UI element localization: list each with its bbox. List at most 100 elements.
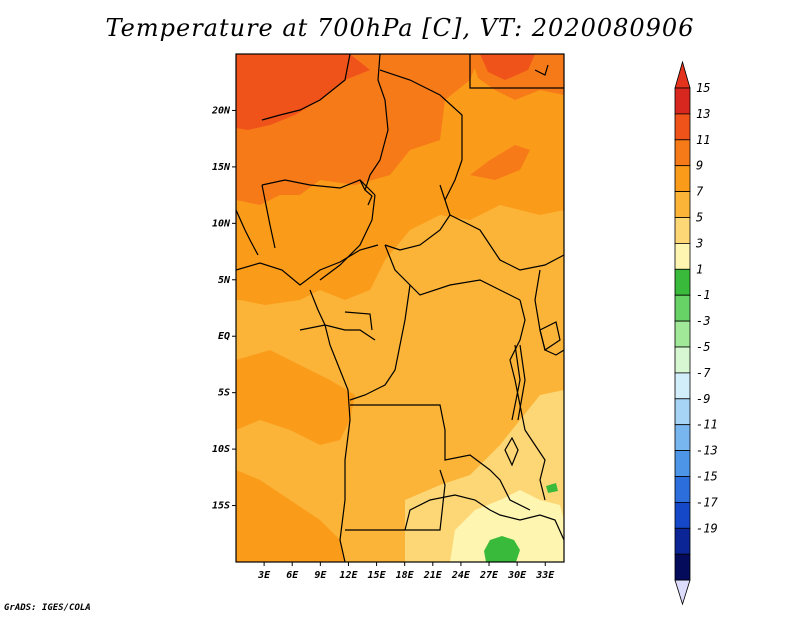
field-9-11-west — [236, 350, 355, 445]
x-tick-label: 15E — [368, 570, 387, 581]
lake-tanganyika-west — [511, 344, 521, 421]
legend-swatch — [674, 476, 691, 503]
x-tick-label: 21E — [423, 570, 443, 581]
border-malawi — [524, 429, 546, 501]
legend-swatch — [674, 398, 691, 426]
grads-credit: GrADS: IGES/COLA — [4, 603, 91, 613]
lake-chad — [359, 179, 373, 206]
x-tick-label: 9E — [314, 570, 327, 581]
legend-label: -1 — [696, 288, 710, 302]
legend-label: 9 — [696, 159, 703, 173]
legend-label: -11 — [696, 418, 718, 432]
border-zambia — [404, 494, 521, 531]
x-tick-label: 12E — [339, 570, 358, 581]
border-nigeria-cameroon — [319, 194, 376, 281]
legend-label: -15 — [696, 470, 718, 484]
legend-label: -9 — [696, 392, 710, 406]
legend-swatch — [674, 372, 691, 400]
legend-label: 1 — [696, 262, 703, 276]
legend-swatch — [674, 268, 691, 296]
nile-delta-coast — [534, 64, 549, 76]
legend-swatch — [674, 450, 691, 477]
legend-swatch — [674, 191, 691, 218]
x-tick-label: 27E — [479, 570, 499, 581]
legend-swatch — [674, 165, 691, 192]
border-chad-sudan — [444, 159, 463, 201]
border-ghana — [261, 184, 276, 249]
legend-label: -5 — [696, 340, 710, 354]
y-tick-label: 20N — [211, 105, 231, 116]
border-niger-nigeria — [261, 179, 376, 196]
west-africa-coast — [236, 244, 379, 286]
legend-swatch — [674, 527, 691, 555]
legend-swatch — [674, 320, 691, 348]
border-niger-libya — [364, 54, 389, 191]
border-egypt-sudan — [469, 54, 564, 89]
legend-label: -19 — [696, 521, 718, 535]
border-congo-drc — [349, 284, 411, 401]
legend-label: 7 — [696, 185, 704, 199]
map-axes: 3E 6E 9E 12E 15E 18E 21E 24E 27E 30E 33E 20N 15N 10N 5… — [211, 105, 555, 581]
field-1-3-patch — [484, 536, 520, 562]
legend-swatch — [674, 87, 691, 115]
field-9-11-southwest — [236, 470, 345, 562]
y-tick-label: 15N — [212, 162, 231, 173]
field-3-5 — [450, 490, 564, 562]
legend-top-arrow — [674, 60, 691, 89]
border-angola-namibia — [345, 469, 446, 531]
legend-swatch — [674, 294, 691, 322]
legend-swatch — [674, 424, 691, 452]
lake-tanganyika-east — [517, 344, 526, 421]
legend-label: 3 — [695, 236, 703, 250]
border-libya-chad — [379, 69, 463, 160]
legend-swatch — [674, 242, 691, 270]
y-tick-label: EQ — [218, 331, 230, 342]
legend-swatch — [674, 217, 691, 244]
legend-bottom-arrow — [674, 579, 691, 606]
border-drc-east — [509, 299, 526, 431]
x-tick-label: 30E — [507, 570, 527, 581]
y-tick-label: 10N — [212, 218, 231, 229]
y-tick-label: 5S — [218, 388, 230, 399]
x-tick-label: 3E — [257, 570, 271, 581]
field-13-15 — [236, 54, 370, 130]
y-tick-label: 10S — [212, 444, 230, 455]
color-legend: 15 13 11 9 7 5 3 1 -1 -3 -5 -7 -9 -11 -13 -15 -17 -19 — [674, 60, 718, 606]
legend-label: -17 — [696, 495, 718, 509]
map-frame — [235, 53, 565, 563]
legend-label: -7 — [696, 366, 711, 380]
y-tick-label: 15S — [212, 501, 230, 512]
border-gabon — [299, 324, 376, 341]
chart-title: Temperature at 700hPa [C], VT: 202008090… — [105, 14, 695, 42]
temperature-field — [236, 54, 564, 562]
legend-label: 5 — [696, 211, 703, 225]
border-sudan-south — [449, 214, 564, 271]
legend-label: -13 — [696, 444, 718, 458]
legend-label: 11 — [696, 133, 710, 147]
border-guinea — [236, 209, 259, 256]
legend-swatch — [674, 501, 691, 529]
x-tick-label: 18E — [396, 570, 415, 581]
border-algeria-mali — [261, 54, 351, 121]
lake-victoria — [539, 321, 561, 351]
field-11-13-east-blob — [470, 145, 530, 180]
legend-swatch — [674, 553, 691, 581]
legend-swatch — [674, 346, 691, 374]
field-13-15-ne — [480, 54, 535, 80]
border-mozambique — [519, 514, 564, 541]
field-1-3-lake — [546, 483, 558, 493]
border-angola-drc — [350, 404, 531, 511]
legend-swatch — [674, 113, 691, 141]
central-coast — [309, 289, 351, 562]
legend-label: -3 — [696, 314, 710, 328]
x-tick-label: 6E — [286, 570, 299, 581]
x-tick-label: 33E — [535, 570, 555, 581]
legend-label: 15 — [696, 81, 710, 95]
y-tick-label: 5N — [218, 275, 231, 286]
border-car-drc — [384, 244, 521, 301]
country-borders — [236, 54, 564, 562]
legend-swatch — [674, 139, 691, 167]
x-tick-label: 24E — [451, 570, 471, 581]
border-eq-guinea — [344, 311, 373, 331]
